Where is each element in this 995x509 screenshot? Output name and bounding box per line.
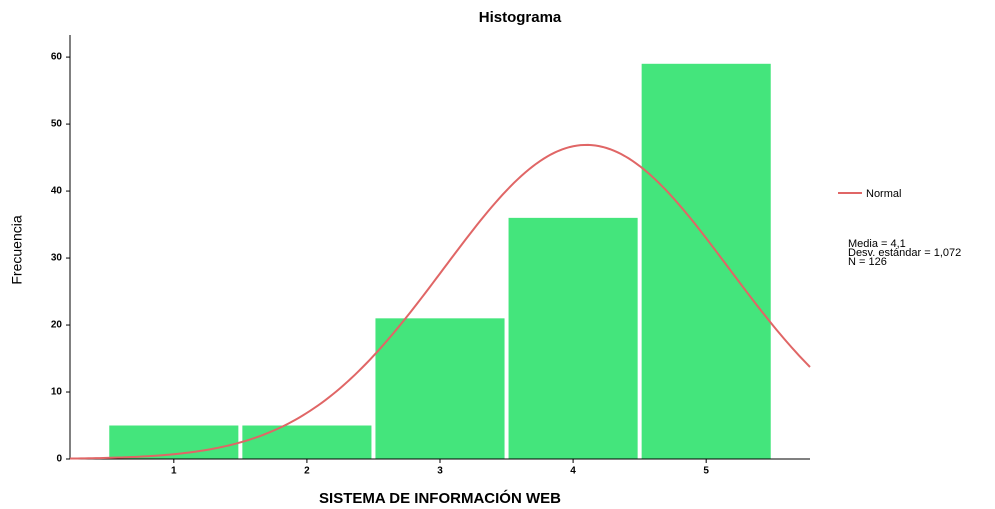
y-axis-label: Frecuencia	[9, 215, 25, 284]
y-tick-label: 40	[51, 186, 63, 197]
y-tick-label: 60	[51, 52, 63, 63]
x-tick-label: 5	[703, 466, 709, 477]
x-tick-label: 1	[171, 466, 177, 477]
y-tick-label: 10	[51, 387, 63, 398]
y-tick-label: 20	[51, 320, 63, 331]
annotation: Media = 4,1	[848, 238, 906, 250]
x-tick-label: 4	[570, 466, 576, 477]
x-tick-label: 2	[304, 466, 310, 477]
normal-curve	[69, 143, 811, 460]
y-tick-label: 30	[51, 253, 63, 264]
legend-label: Normal	[866, 188, 901, 200]
x-tick-label: 3	[437, 466, 443, 477]
bar	[508, 217, 638, 459]
annotation: N = 126	[848, 256, 887, 268]
annotation: Desv. estándar = 1,072	[848, 247, 961, 259]
chart-title: Histograma	[479, 9, 562, 26]
y-tick-label: 0	[56, 454, 62, 465]
x-axis-label: SISTEMA DE INFORMACIÓN WEB	[319, 489, 561, 507]
y-tick-label: 50	[51, 119, 63, 130]
bar	[641, 63, 771, 460]
bar	[375, 318, 505, 459]
bar	[242, 425, 372, 459]
